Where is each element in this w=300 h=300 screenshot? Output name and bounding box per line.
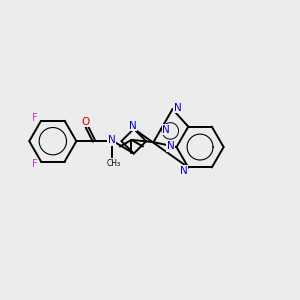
- Text: F: F: [32, 113, 38, 123]
- Text: N: N: [180, 166, 188, 176]
- Text: N: N: [162, 124, 170, 135]
- Text: F: F: [32, 159, 38, 169]
- Text: N: N: [167, 141, 175, 151]
- Text: N: N: [129, 121, 137, 131]
- Text: CH₃: CH₃: [106, 159, 120, 168]
- Text: N: N: [108, 135, 116, 145]
- Text: N: N: [174, 103, 182, 113]
- Text: O: O: [82, 117, 90, 127]
